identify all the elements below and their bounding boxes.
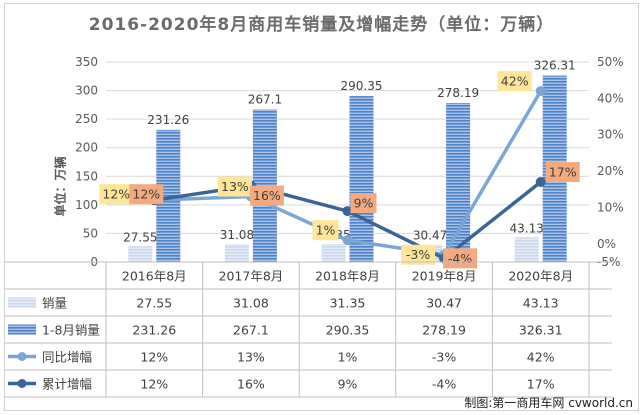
table-cell: 12% [140,377,168,392]
y-tick-label: 250 [75,112,98,126]
cum-label: 9% [354,196,374,211]
y-tick-label: 350 [75,55,98,69]
cum-label-box [443,248,478,269]
legend-label: 销量 [42,296,67,311]
yoy-label: -3% [406,247,430,262]
table-cell: -3% [432,350,456,365]
bar-ytd-label: 267.1 [248,92,282,106]
bar-sales-label: 31.08 [220,228,254,242]
yoy-label-box [312,220,339,241]
table-cell: 43.13 [523,296,559,311]
table-cell: 31.35 [330,296,366,311]
x-tick-label: 2017年8月 [219,269,284,284]
y2-tick-label: 30% [597,128,624,142]
y-tick-label: 50 [83,226,98,240]
legend-label: 1-8月销量 [42,323,100,338]
y-tick-label: 300 [75,84,98,98]
legend-label: 累计增幅 [42,377,92,392]
legend-key-marker [17,352,27,361]
legend-label: 同比增幅 [42,350,92,365]
table-cell: -4% [432,377,456,392]
chart-frame [4,3,639,411]
yoy-label: 42% [501,74,529,89]
yoy-label-box [497,71,532,92]
y2-tick-label: 40% [597,91,624,105]
cum-label-box [249,185,284,206]
credit-text: 制图:第一商用车网 cvworld.cn [464,396,633,410]
point-cum-growth [535,177,546,187]
bar-ytd-label: 290.35 [341,79,383,93]
table-cell: 9% [338,377,358,392]
cum-label: 16% [253,188,281,203]
x-tick-label: 2019年8月 [412,269,477,284]
bar-sales-label: 30.47 [413,229,447,243]
cum-label: 12% [132,187,160,202]
bar-ytd-label: 231.26 [147,113,189,127]
table-cell: 17% [527,377,555,392]
bar-sales [224,244,249,262]
cum-label: 17% [549,165,577,180]
table-cell: 231.26 [132,323,176,338]
yoy-label: 12% [102,187,130,202]
bar-ytd-label: 278.19 [437,86,479,100]
table-cell: 290.35 [326,323,370,338]
line-cum-growth [154,180,542,261]
table-cell: 27.55 [136,296,172,311]
legend-key-bar [8,324,36,335]
bar-ytd-label: 326.31 [534,59,576,73]
point-cum-growth [342,206,353,217]
table-cell: 42% [527,350,555,365]
bar-sales [128,246,153,262]
legend-key-marker [17,379,27,388]
cum-label-box [545,162,580,182]
x-tick-label: 2020年8月 [508,269,573,284]
table-cell: 326.31 [519,323,563,338]
bar-sales [514,237,539,262]
yoy-label: 1% [316,223,336,238]
yoy-label-box [217,176,252,197]
bar-sales [321,244,346,262]
y-tick-label: 200 [75,141,98,155]
yoy-label-box [401,244,436,265]
y2-tick-label: 20% [597,164,624,178]
yoy-label-box [99,184,134,205]
table-cell: 13% [237,350,265,365]
y2-tick-label: 50% [597,55,624,69]
bar-sales-label: 43.13 [510,221,544,235]
y2-tick-label: 0% [597,237,616,251]
bar-sales-label: 27.55 [123,230,157,244]
table-cell: 31.08 [233,296,269,311]
x-tick-label: 2018年8月 [315,269,380,284]
table-cell: 30.47 [426,296,462,311]
cum-label: -4% [448,251,472,266]
y2-tick-label: 10% [597,200,624,214]
legend-key-bar [8,297,36,308]
point-yoy-growth [342,235,353,246]
y-tick-label: 150 [75,169,98,183]
yoy-label: 13% [221,179,249,194]
table-cell: 16% [237,377,265,392]
chart-title: 2016-2020年8月商用车销量及增幅走势（单位：万辆） [88,15,555,35]
bar-ytd-sales [446,103,471,262]
table-cell: 1% [338,350,358,365]
table-cell: 278.19 [422,323,466,338]
table-cell: 12% [140,350,168,365]
y-tick-label: 100 [75,198,98,212]
bar-ytd-sales [349,96,374,262]
cum-label-box [129,184,164,205]
x-tick-label: 2016年8月 [122,269,187,284]
table-cell: 267.1 [233,323,269,338]
cum-label-box [350,193,377,214]
point-yoy-growth [535,86,546,97]
